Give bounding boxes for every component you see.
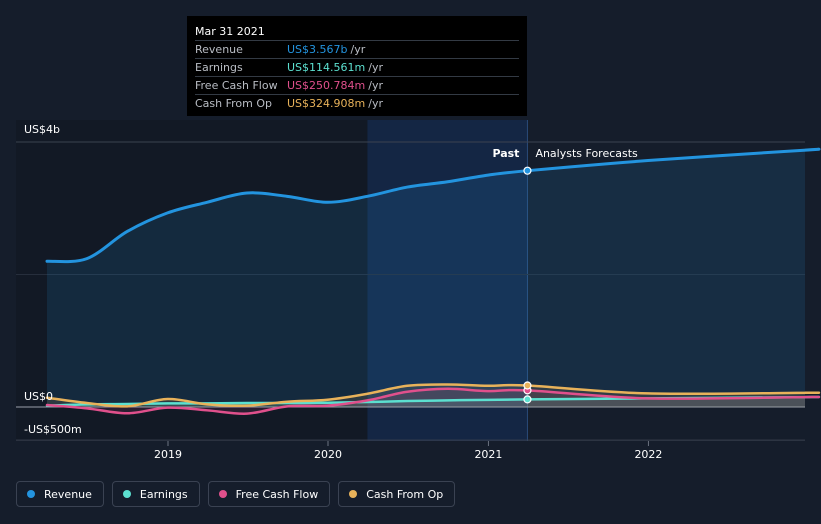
legend-label: Earnings: [139, 487, 188, 501]
tooltip-unit: /yr: [368, 97, 383, 110]
y-tick-label: US$0: [24, 390, 53, 403]
free-cash-flow-line: [45, 387, 820, 415]
legend-item-revenue[interactable]: Revenue: [16, 481, 104, 507]
revenue-marker: [523, 166, 532, 175]
x-tick-label: 2021: [474, 448, 502, 461]
legend: Revenue Earnings Free Cash Flow Cash Fro…: [16, 481, 456, 507]
forecast-label: Analysts Forecasts: [535, 147, 638, 160]
legend-item-earnings[interactable]: Earnings: [111, 481, 200, 507]
tooltip-unit: /yr: [368, 79, 383, 92]
legend-dot-icon: [27, 490, 35, 498]
revenue-area: [47, 149, 819, 407]
tooltip-unit: /yr: [350, 43, 366, 56]
tooltip-value: US$3.567b: [287, 43, 348, 56]
tooltip-value: US$250.784m: [287, 79, 366, 92]
legend-dot-icon: [349, 490, 358, 498]
tooltip-label: Free Cash Flow: [195, 79, 278, 92]
tooltip-row-earnings: Earnings US$114.561m /yr: [195, 58, 519, 76]
earnings-marker: [523, 395, 532, 404]
legend-label: Free Cash Flow: [235, 487, 319, 501]
y-tick-label: -US$500m: [24, 423, 82, 436]
past-label: Past: [492, 147, 519, 160]
x-tick-label: 2020: [314, 448, 342, 461]
legend-dot-icon: [122, 490, 131, 498]
y-tick-label: US$4b: [24, 123, 60, 136]
tooltip-unit: /yr: [368, 61, 383, 74]
tooltip-row-cash-from-op: Cash From Op US$324.908m /yr: [195, 94, 519, 112]
cash-from-op-line: [45, 383, 820, 408]
revenue-line: [45, 147, 821, 264]
tooltip-row-free-cash-flow: Free Cash Flow US$250.784m /yr: [195, 76, 519, 94]
cash-from-op-marker: [523, 381, 532, 390]
legend-item-cash-from-op[interactable]: Cash From Op: [338, 481, 456, 507]
tooltip: Mar 31 2021 Revenue US$3.567b /yr Earnin…: [187, 16, 527, 116]
x-tick-label: 2019: [154, 448, 182, 461]
legend-item-free-cash-flow[interactable]: Free Cash Flow: [207, 481, 331, 507]
tooltip-date: Mar 31 2021: [195, 25, 265, 38]
legend-label: Revenue: [44, 487, 92, 501]
cash-from-op-area: [47, 384, 819, 407]
tooltip-label: Earnings: [195, 61, 243, 74]
tooltip-value: US$114.561m: [287, 61, 366, 74]
legend-label: Cash From Op: [366, 487, 444, 501]
tooltip-label: Revenue: [195, 43, 243, 56]
x-tick-label: 2022: [634, 448, 662, 461]
tooltip-value: US$324.908m: [287, 97, 366, 110]
tooltip-row-revenue: Revenue US$3.567b /yr: [195, 40, 519, 58]
tooltip-label: Cash From Op: [195, 97, 273, 110]
legend-dot-icon: [218, 490, 227, 498]
